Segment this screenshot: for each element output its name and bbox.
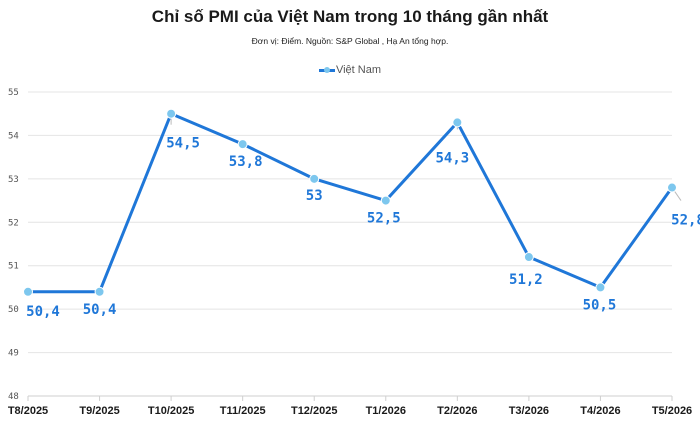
data-label: 52,8 (671, 213, 700, 229)
x-tick-label: T12/2025 (291, 405, 337, 417)
data-point (595, 282, 606, 293)
data-label: 53 (306, 188, 323, 204)
legend-label: Việt Nam (335, 64, 382, 76)
data-point (452, 117, 463, 128)
chart-legend[interactable]: Việt Nam (0, 64, 700, 78)
y-tick-label: 53 (8, 175, 19, 185)
y-tick-label: 50 (8, 305, 19, 315)
y-tick-label: 48 (8, 392, 19, 402)
x-tick-label: T9/2025 (79, 405, 119, 417)
x-tick-label: T4/2026 (580, 405, 620, 417)
x-tick-label: T3/2026 (509, 405, 549, 417)
data-label: 53,8 (229, 154, 263, 170)
y-tick-label: 49 (8, 349, 19, 359)
x-tick-label: T2/2026 (437, 405, 477, 417)
x-tick-label: T8/2025 (8, 405, 48, 417)
data-point (166, 108, 177, 119)
data-point (523, 252, 534, 263)
data-label: 54,3 (435, 150, 469, 166)
data-label: 50,4 (26, 304, 60, 320)
x-tick-label: T5/2026 (652, 405, 692, 417)
data-label: 51,2 (509, 272, 543, 288)
chart-subtitle: Đơn vị: Điểm. Nguồn: S&P Global , Hạ An … (251, 36, 449, 46)
x-tick-label: T11/2025 (220, 405, 266, 417)
x-tick-label: T1/2026 (366, 405, 406, 417)
data-label: 54,5 (166, 136, 200, 152)
data-label: 50,4 (83, 302, 117, 318)
data-point (309, 173, 320, 184)
data-point (23, 286, 33, 297)
y-tick-label: 51 (8, 262, 19, 272)
data-label: 52,5 (367, 211, 401, 227)
data-label: 50,5 (583, 297, 617, 313)
series-line-viet-nam (28, 112, 674, 294)
legend-line-marker-icon (318, 65, 335, 75)
x-tick-label: T10/2025 (148, 405, 194, 417)
data-point (380, 195, 391, 206)
chart-title: Chỉ số PMI của Việt Nam trong 10 tháng g… (151, 7, 549, 26)
y-tick-label: 55 (8, 88, 19, 98)
data-point (94, 286, 105, 297)
y-tick-label: 52 (8, 218, 19, 228)
data-point (237, 139, 248, 150)
y-tick-label: 54 (8, 131, 19, 141)
data-point (667, 182, 677, 193)
legend-item-viet-nam[interactable]: Việt Nam (318, 64, 382, 76)
